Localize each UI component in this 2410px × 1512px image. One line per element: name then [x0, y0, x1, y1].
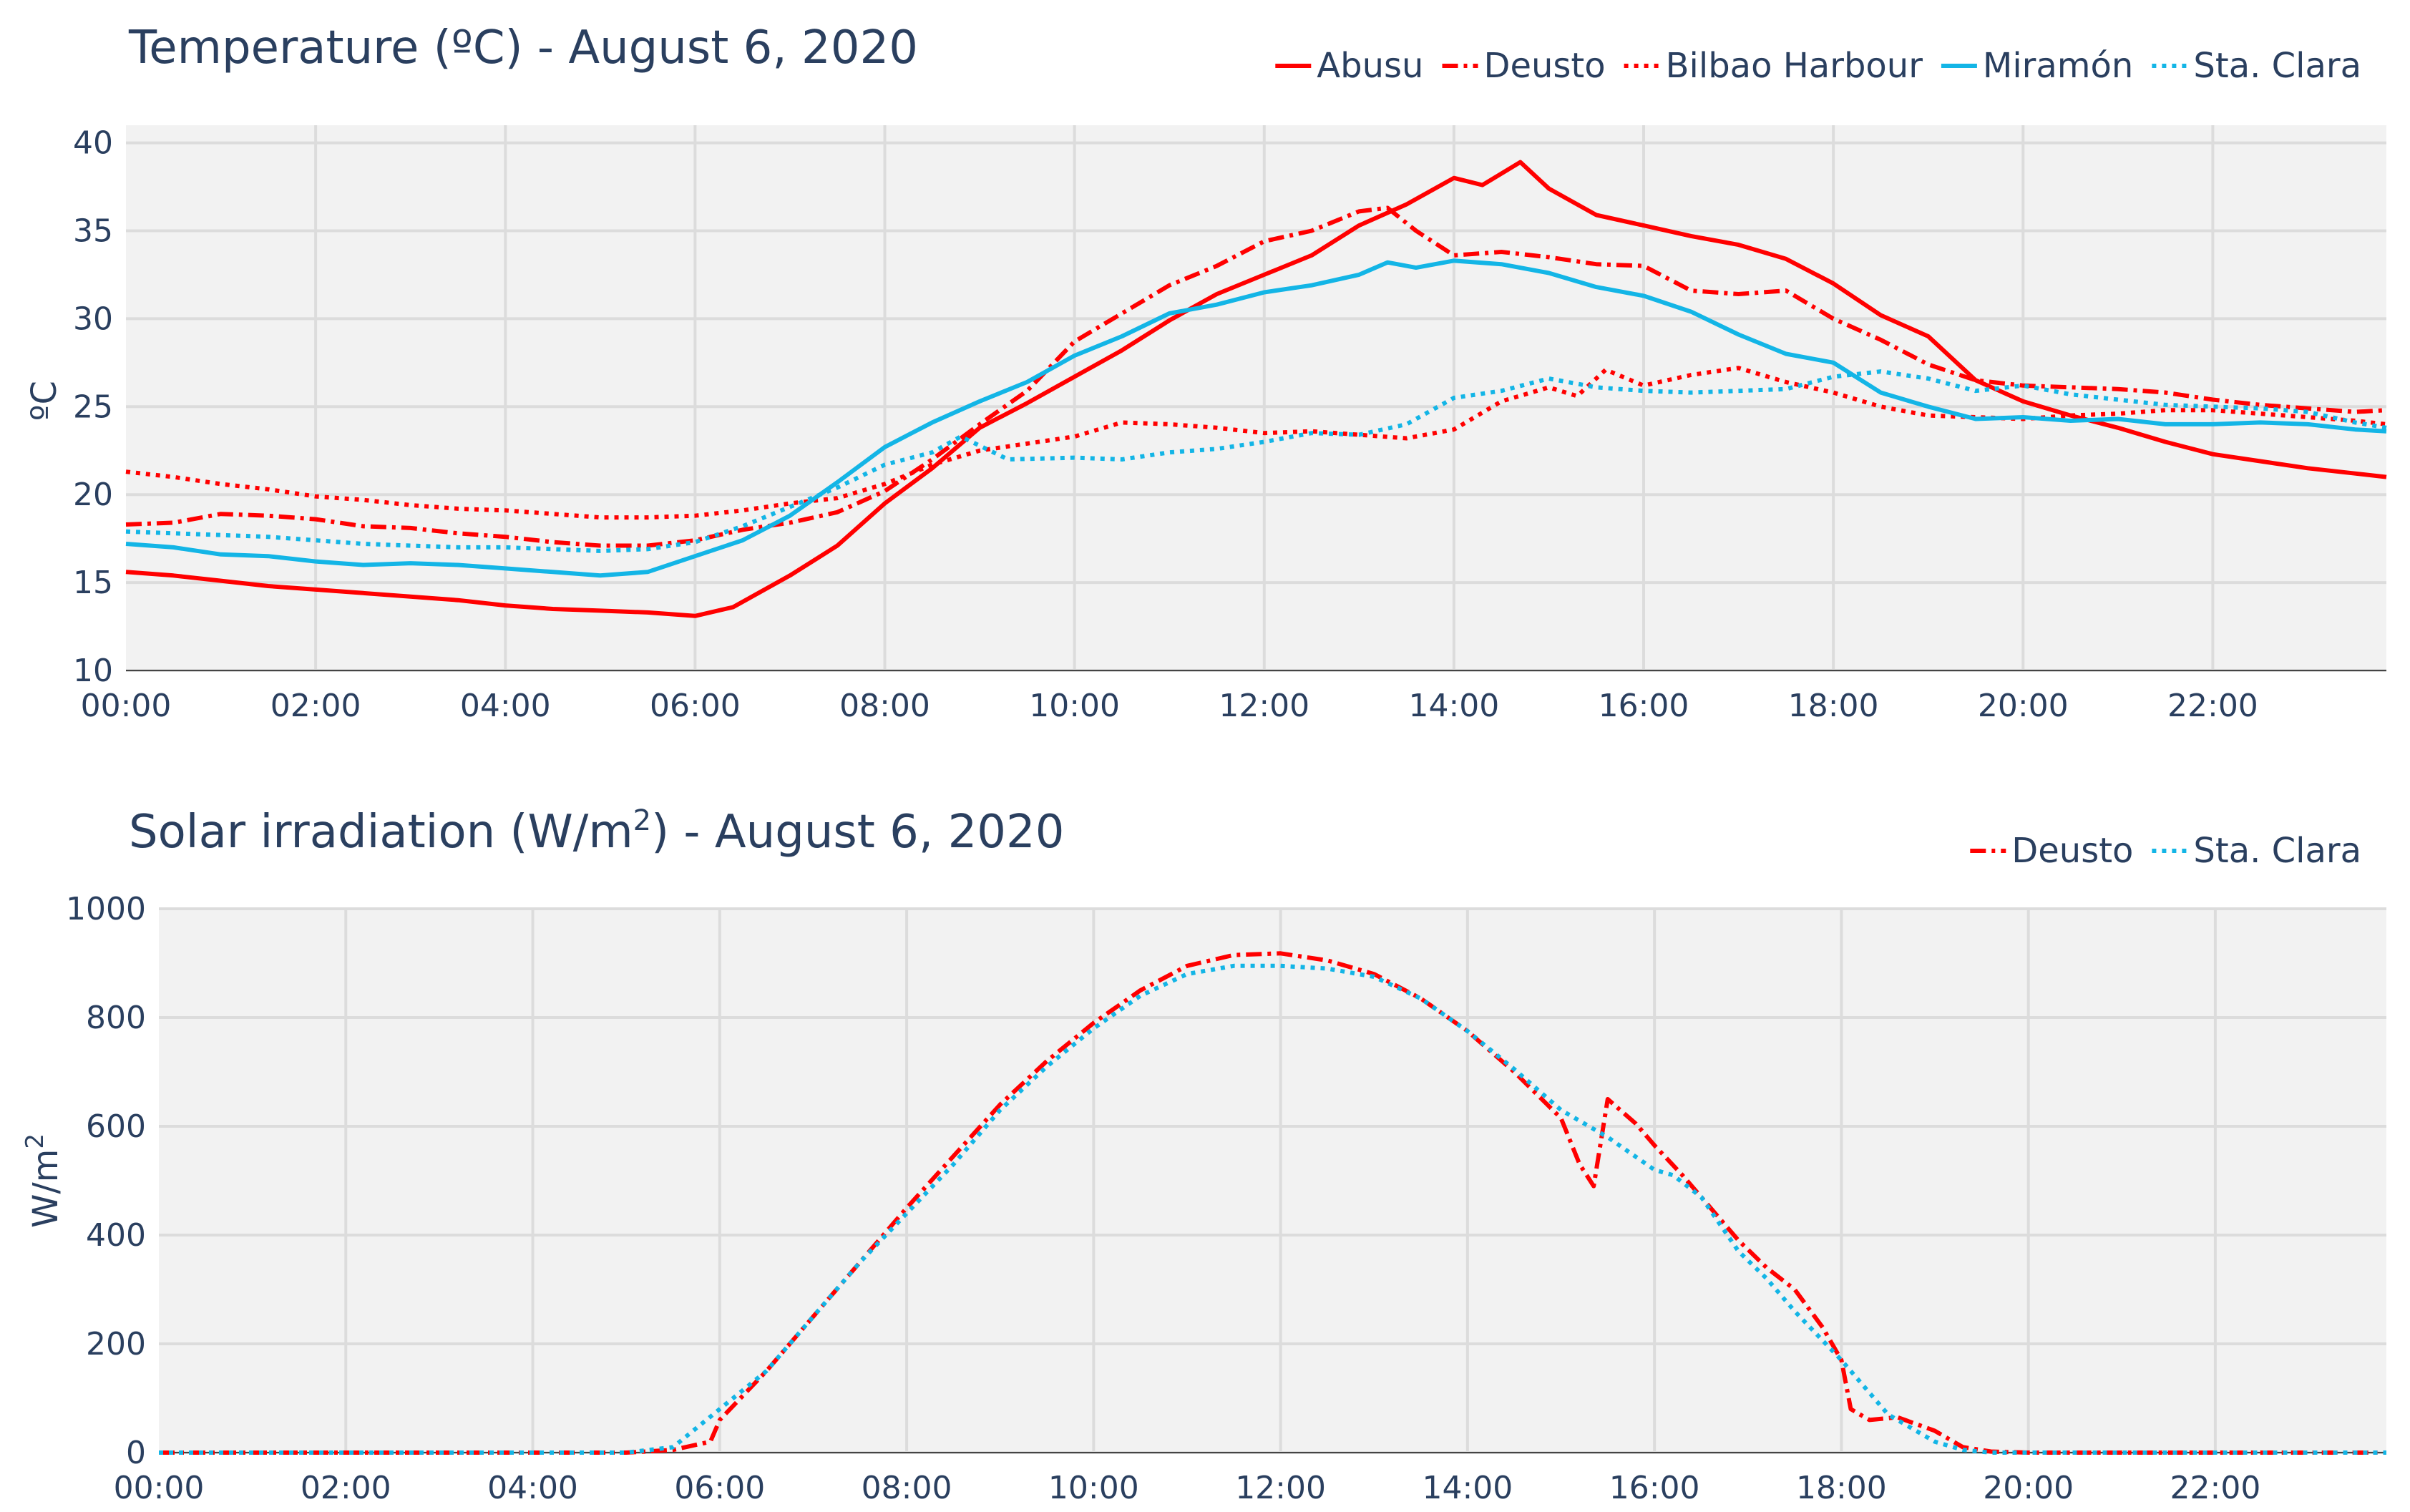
series-line-miram-n: [125, 258, 2387, 578]
y-tick-label: 35: [73, 213, 113, 249]
x-tick-label: 18:00: [1796, 1470, 1887, 1506]
x-tick-label: 20:00: [1983, 1470, 2074, 1506]
x-tick-label: 18:00: [1788, 688, 1879, 724]
legend-label: Deusto: [1484, 46, 1606, 86]
temperature-gridlines: [126, 125, 2386, 672]
y-tick-label: 40: [73, 125, 113, 162]
legend-item-bilbao-harbour[interactable]: Bilbao Harbour: [1624, 46, 1923, 86]
legend-label: Bilbao Harbour: [1666, 46, 1923, 86]
temperature-chart: Temperature (ºC) - August 6, 2020 10 15 20…: [24, 21, 2387, 724]
solar-y-tick-labels: 0 200 400 600 800 1000: [66, 891, 146, 1471]
solar-title-tail: ) - August 6, 2020: [651, 806, 1064, 859]
solar-chart-title: Solar irradiation (W/m2) - August 6, 202…: [129, 804, 1064, 859]
y-tick-label: 800: [86, 1000, 146, 1036]
legend-item-miram-n[interactable]: Miramón: [1941, 46, 2133, 86]
solar-plot-area: [159, 909, 2386, 1453]
legend-label: Deusto: [2011, 831, 2133, 871]
y-tick-label: 1000: [66, 891, 146, 927]
x-tick-label: 04:00: [487, 1470, 578, 1506]
solar-title-sup: 2: [633, 804, 651, 837]
x-tick-label: 10:00: [1048, 1470, 1139, 1506]
solar-chart: Solar irradiation (W/m2) - August 6, 202…: [21, 804, 2386, 1506]
x-tick-label: 14:00: [1422, 1470, 1513, 1506]
y-tick-label: 600: [86, 1108, 146, 1145]
x-tick-label: 06:00: [650, 688, 741, 724]
series-line-deusto: [159, 951, 2386, 1455]
x-tick-label: 02:00: [301, 1470, 391, 1506]
temperature-series-lines: [125, 160, 2387, 618]
solar-legend[interactable]: Deusto Sta. Clara: [1970, 831, 2361, 871]
x-tick-label: 16:00: [1609, 1470, 1700, 1506]
series-line-sta-clara: [159, 963, 2386, 1455]
x-tick-label: 12:00: [1219, 688, 1309, 724]
legend-item-sta-clara[interactable]: Sta. Clara: [2152, 46, 2361, 86]
legend-label: Miramón: [1983, 46, 2133, 86]
x-tick-label: 20:00: [1978, 688, 2069, 724]
x-tick-label: 16:00: [1599, 688, 1689, 724]
solar-series-lines: [159, 951, 2386, 1455]
x-tick-label: 08:00: [862, 1470, 952, 1506]
legend-label: Abusu: [1317, 46, 1423, 86]
x-tick-label: 10:00: [1029, 688, 1120, 724]
temperature-y-axis-label: ºC: [24, 381, 64, 421]
legend-item-sta-clara[interactable]: Sta. Clara: [2152, 831, 2361, 871]
y-tick-label: 10: [73, 653, 113, 689]
legend-item-deusto[interactable]: Deusto: [1970, 831, 2133, 871]
solar-title-main: Solar irradiation (W/m: [129, 806, 633, 859]
solar-ylabel-main: W/m: [26, 1149, 66, 1228]
x-tick-label: 06:00: [674, 1470, 765, 1506]
x-tick-label: 00:00: [81, 688, 172, 724]
y-tick-label: 0: [126, 1435, 146, 1471]
series-line-abusu: [125, 160, 2387, 618]
x-tick-label: 22:00: [2167, 688, 2258, 724]
x-tick-label: 04:00: [460, 688, 551, 724]
temperature-legend[interactable]: Abusu Deusto Bilbao Harbour Miramón Sta. Cla…: [1275, 46, 2361, 86]
solar-ylabel-sup: 2: [21, 1133, 49, 1149]
x-tick-label: 08:00: [839, 688, 930, 724]
x-tick-label: 00:00: [114, 1470, 205, 1506]
legend-label: Sta. Clara: [2193, 831, 2361, 871]
y-tick-label: 400: [86, 1217, 146, 1254]
x-tick-label: 14:00: [1408, 688, 1499, 724]
solar-y-axis-label: W/m2: [21, 1133, 66, 1228]
legend-item-deusto[interactable]: Deusto: [1442, 46, 1606, 86]
x-tick-label: 12:00: [1235, 1470, 1326, 1506]
y-tick-label: 20: [73, 477, 113, 513]
x-tick-label: 22:00: [2170, 1470, 2261, 1506]
y-tick-label: 30: [73, 301, 113, 337]
temperature-x-tick-labels: 00:00 02:00 04:00 06:00 08:00 10:00 12:00 14:00…: [81, 688, 2258, 724]
solar-x-tick-labels: 00:00 02:00 04:00 06:00 08:00 10:00 12:00 14:00…: [114, 1470, 2261, 1506]
legend-label: Sta. Clara: [2193, 46, 2361, 86]
temperature-y-tick-labels: 10 15 20 25 30 35 40: [73, 125, 113, 689]
y-tick-label: 15: [73, 565, 113, 601]
y-tick-label: 25: [73, 389, 113, 425]
x-tick-label: 02:00: [270, 688, 361, 724]
y-tick-label: 200: [86, 1326, 146, 1362]
temperature-chart-title: Temperature (ºC) - August 6, 2020: [128, 21, 918, 74]
legend-item-abusu[interactable]: Abusu: [1275, 46, 1423, 86]
temperature-plot-area: [126, 125, 2386, 670]
